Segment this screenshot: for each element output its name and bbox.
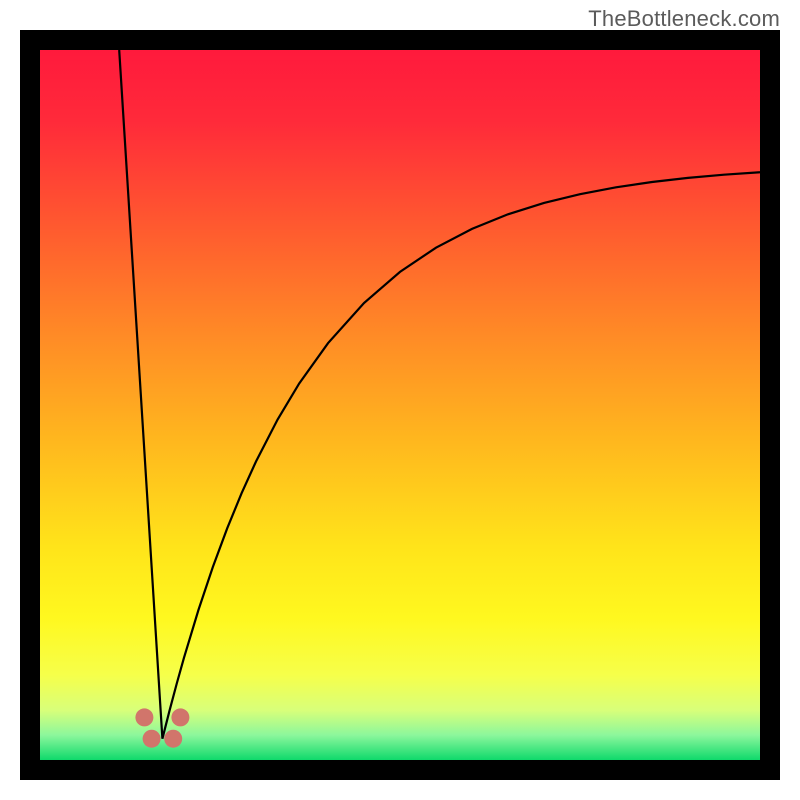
bottleneck-chart-svg [0, 0, 800, 800]
plot-background [40, 50, 760, 760]
dip-marker [143, 730, 161, 748]
chart-stage: TheBottleneck.com [0, 0, 800, 800]
dip-marker [171, 708, 189, 726]
dip-marker [164, 730, 182, 748]
dip-marker [135, 708, 153, 726]
watermark-text: TheBottleneck.com [588, 6, 780, 32]
